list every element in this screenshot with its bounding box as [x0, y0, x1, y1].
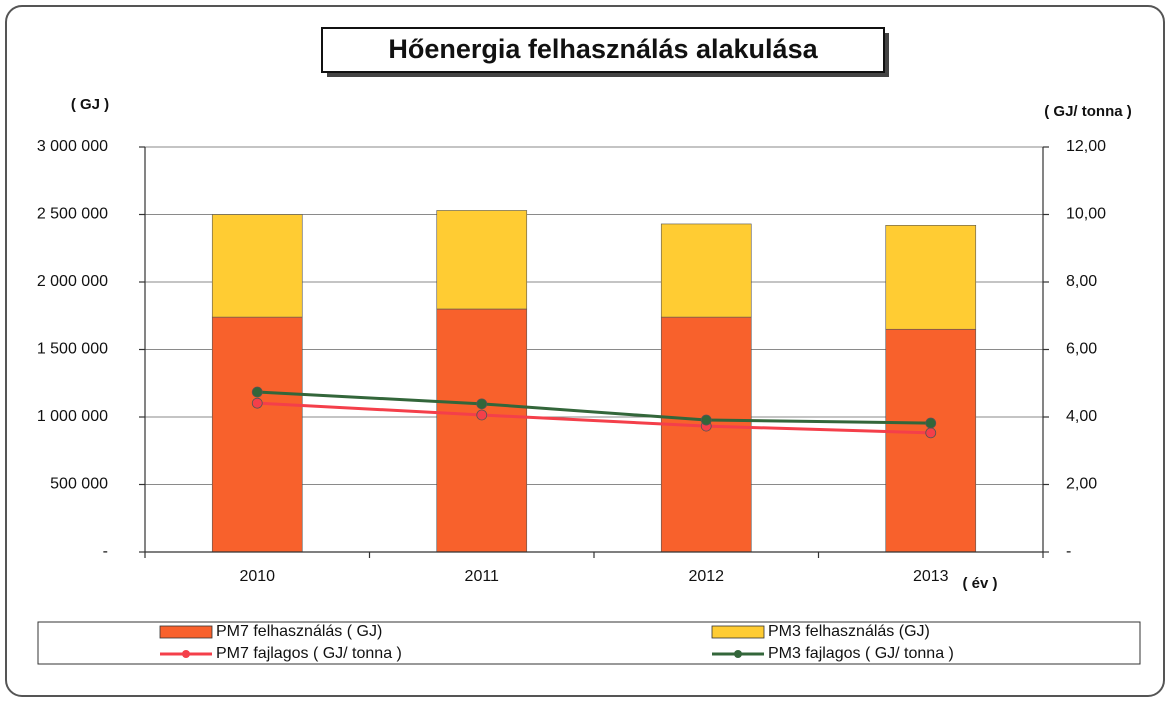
line-series: [257, 401, 931, 435]
bar: [660, 316, 752, 553]
y2-tick-label: -: [1066, 543, 1071, 560]
line-series: [257, 390, 931, 425]
legend-label: PM7 fajlagos ( GJ/ tonna ): [216, 645, 402, 662]
line-point: [251, 397, 263, 409]
bar: [436, 308, 528, 553]
legend-swatch: [711, 625, 765, 639]
title-box: [321, 27, 885, 73]
line-point: [476, 409, 488, 421]
y2-tick-label: 12,00: [1066, 138, 1106, 155]
x-tick-label: 2010: [239, 568, 275, 585]
line-point: [251, 386, 263, 398]
chart-title: Hőenergia felhasználás alakulása: [388, 34, 818, 64]
y2-tick-label: 4,00: [1066, 408, 1097, 425]
y2-tick-label: 6,00: [1066, 341, 1097, 358]
bar: [660, 223, 752, 318]
y2-tick-label: 8,00: [1066, 273, 1097, 290]
bar: [211, 316, 303, 553]
y-tick-label: 500 000: [50, 476, 108, 493]
legend-marker: [182, 650, 190, 658]
y2-axis-label: ( GJ/ tonna ): [1044, 103, 1132, 120]
y-tick-label: 1 000 000: [37, 408, 108, 425]
line-point: [925, 417, 937, 429]
y2-tick-label: 2,00: [1066, 476, 1097, 493]
legend-label: PM3 fajlagos ( GJ/ tonna ): [768, 645, 954, 662]
legend-label: PM7 felhasználás ( GJ): [216, 623, 382, 640]
chart-frame: [5, 5, 1165, 697]
y-tick-label: -: [103, 543, 108, 560]
x-tick-label: 2012: [688, 568, 724, 585]
y-axis-label: ( GJ ): [71, 96, 109, 113]
x-axis-label: ( év ): [962, 575, 997, 592]
y-tick-label: 2 500 000: [37, 206, 108, 223]
y-tick-label: 2 000 000: [37, 273, 108, 290]
legend-label: PM3 felhasználás (GJ): [768, 623, 930, 640]
line-point: [700, 414, 712, 426]
bar: [436, 210, 528, 310]
line-point: [476, 398, 488, 410]
y-tick-label: 1 500 000: [37, 341, 108, 358]
legend-marker: [734, 650, 742, 658]
y2-tick-label: 10,00: [1066, 206, 1106, 223]
legend-box: [37, 621, 1141, 665]
line-point: [925, 427, 937, 439]
bar: [211, 214, 303, 318]
x-tick-label: 2013: [913, 568, 949, 585]
bar: [885, 328, 977, 553]
x-tick-label: 2011: [465, 568, 500, 585]
y-tick-label: 3 000 000: [37, 138, 108, 155]
bar: [885, 225, 977, 330]
legend-swatch: [159, 625, 213, 639]
